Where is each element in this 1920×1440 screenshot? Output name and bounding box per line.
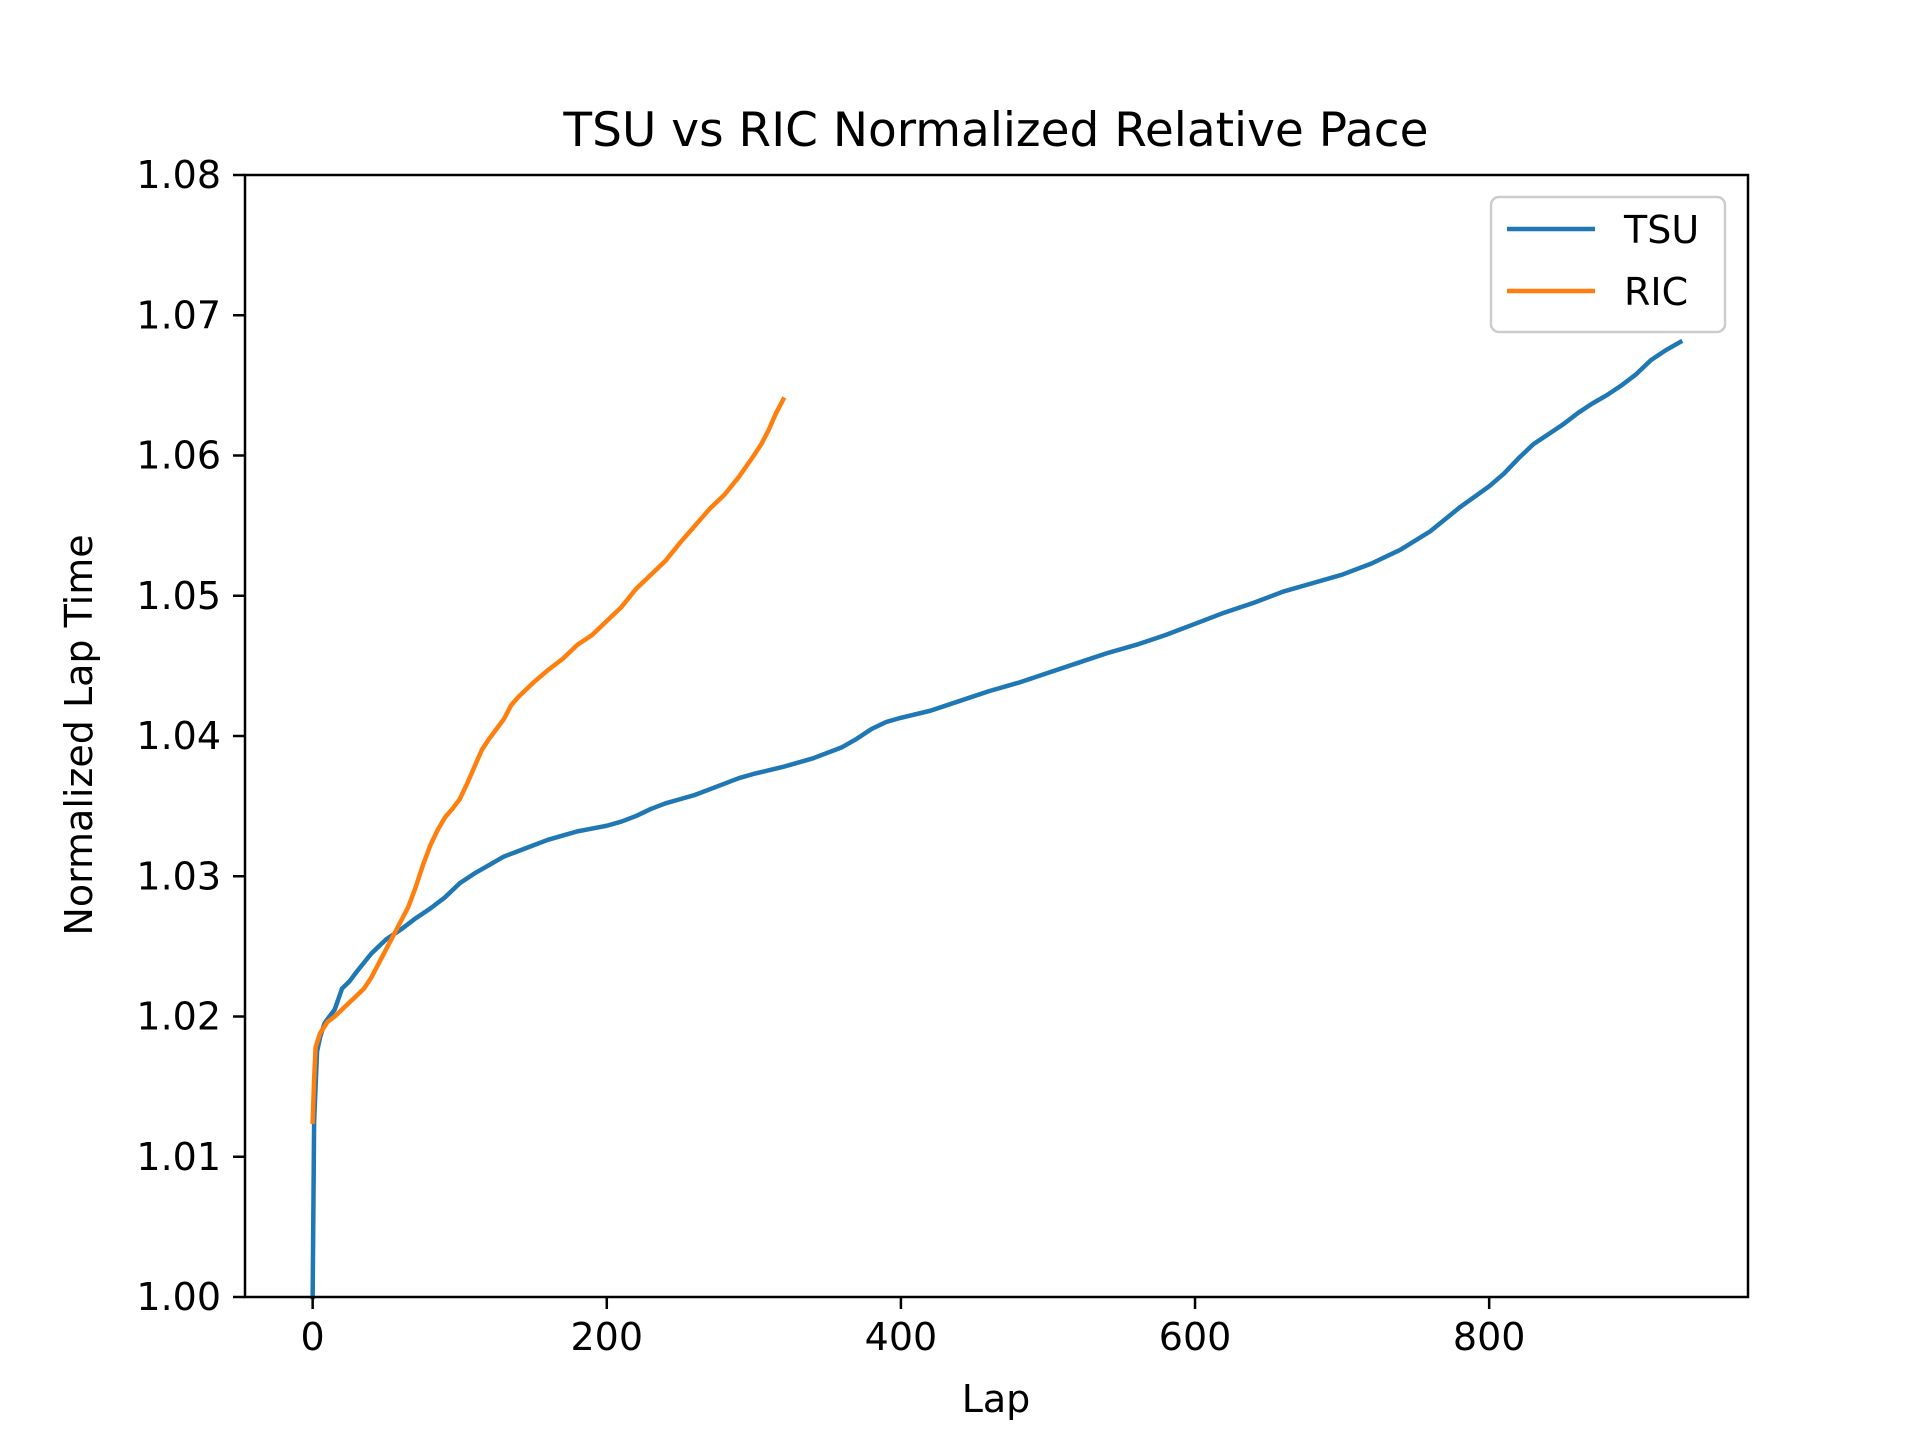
y-tick-label: 1.04 [136, 714, 221, 758]
x-tick-label: 200 [571, 1315, 644, 1359]
y-axis-label: Normalized Lap Time [57, 534, 101, 935]
y-tick-label: 1.07 [136, 293, 221, 337]
y-tick-label: 1.02 [136, 995, 221, 1039]
chart-title: TSU vs RIC Normalized Relative Pace [562, 103, 1428, 158]
x-tick-label: 400 [865, 1315, 938, 1359]
y-tick-label: 1.05 [136, 574, 221, 618]
legend-label-ric: RIC [1624, 270, 1688, 314]
x-tick-label: 800 [1453, 1315, 1526, 1359]
legend-label-tsu: TSU [1623, 208, 1699, 252]
y-tick-label: 1.00 [136, 1275, 221, 1319]
y-tick-label: 1.08 [136, 153, 221, 197]
y-tick-label: 1.06 [136, 434, 221, 478]
series-line-tsu [310, 338, 1684, 1300]
plot-area [310, 338, 1684, 1300]
x-axis-label: Lap [962, 1377, 1031, 1421]
y-tick-label: 1.01 [136, 1135, 221, 1179]
x-tick-label: 600 [1159, 1315, 1232, 1359]
legend: TSU RIC [1489, 195, 1727, 334]
axes: 0 200 400 600 800 1.00 1.01 1.02 1.03 1.04 1.05 1.0… [136, 153, 1750, 1359]
series-line-ric [310, 396, 787, 1125]
y-tick-label: 1.03 [136, 854, 221, 898]
x-tick-label: 0 [301, 1315, 325, 1359]
